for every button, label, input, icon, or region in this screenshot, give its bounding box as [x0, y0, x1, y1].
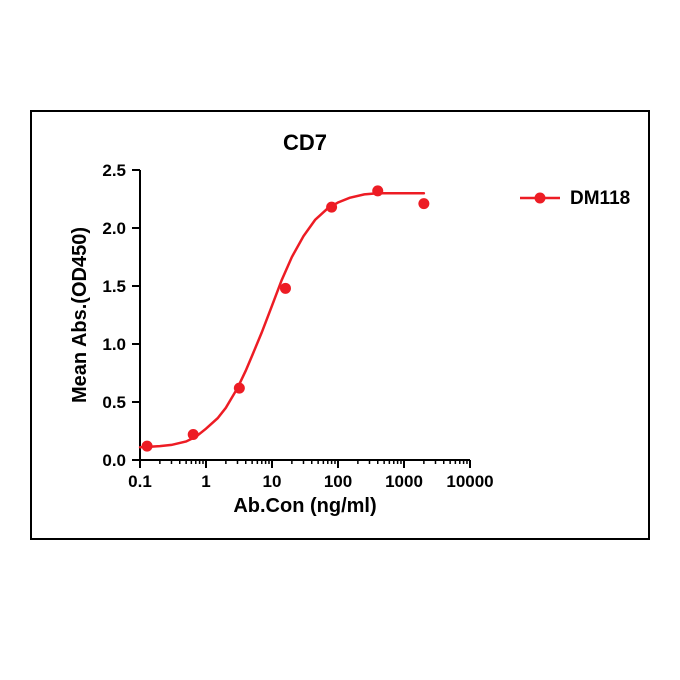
legend-marker	[535, 193, 546, 204]
legend-label: DM118	[570, 188, 630, 209]
x-tick-label: 100	[324, 472, 352, 491]
series-point	[326, 202, 337, 213]
plot-area	[140, 170, 470, 460]
x-tick-label: 1	[201, 472, 210, 491]
series-point	[280, 283, 291, 294]
y-tick-label: 1.5	[102, 277, 126, 296]
x-tick-label: 10	[263, 472, 282, 491]
y-tick-label: 2.5	[102, 161, 126, 180]
x-axis-label: Ab.Con (ng/ml)	[233, 495, 376, 517]
chart-title: CD7	[283, 130, 327, 155]
chart-svg: 0.1 1 10 100 1000 10000 0.0 0.5 1.0 1.5 2.0 2.5 Ab.C…	[0, 0, 680, 680]
y-tick-label: 1.0	[102, 335, 126, 354]
x-tick-label: 1000	[385, 472, 423, 491]
y-tick-label: 0.5	[102, 393, 126, 412]
x-tick-label: 0.1	[128, 472, 152, 491]
series-point	[418, 198, 429, 209]
series-point	[372, 185, 383, 196]
series-point	[142, 441, 153, 452]
series-point	[234, 383, 245, 394]
x-tick-label: 10000	[446, 472, 493, 491]
y-tick-label: 0.0	[102, 451, 126, 470]
series-point	[188, 429, 199, 440]
y-tick-label: 2.0	[102, 219, 126, 238]
y-axis-label: Mean Abs.(OD450)	[69, 227, 91, 403]
figure-canvas: 0.1 1 10 100 1000 10000 0.0 0.5 1.0 1.5 2.0 2.5 Ab.C…	[0, 0, 680, 680]
